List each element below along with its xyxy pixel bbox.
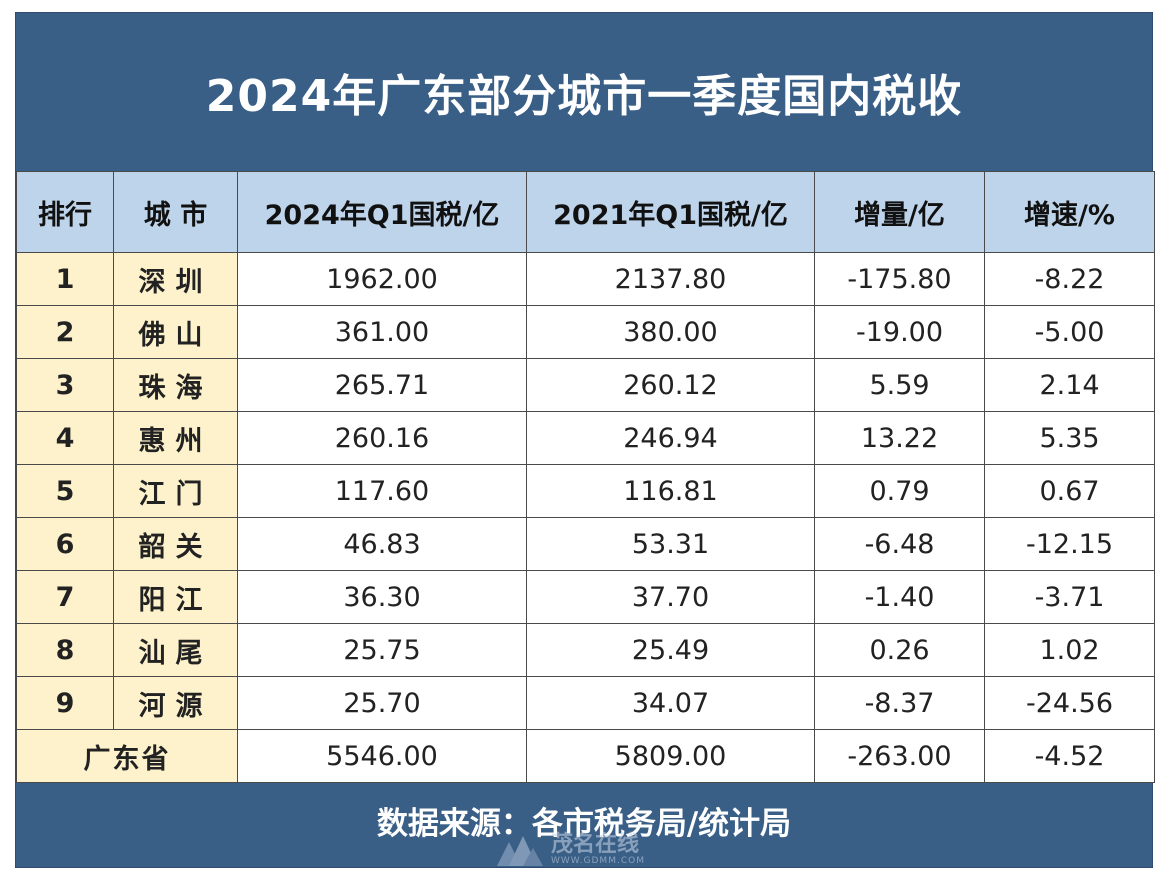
city-cell: 深圳 <box>113 252 238 306</box>
change-cell: 0.79 <box>814 464 985 518</box>
growth-cell: 2.14 <box>984 358 1155 412</box>
city-cell: 阳江 <box>113 570 238 624</box>
growth-cell: 0.67 <box>984 464 1155 518</box>
rank-cell: 9 <box>16 676 114 730</box>
q1-2021-cell: 2137.80 <box>526 252 815 306</box>
table-row: 5 江门 117.60 116.81 0.79 0.67 <box>16 464 1155 518</box>
rank-cell: 6 <box>16 517 114 571</box>
table-row: 8 汕尾 25.75 25.49 0.26 1.02 <box>16 623 1155 677</box>
growth-cell: -8.22 <box>984 252 1155 306</box>
total-growth: -4.52 <box>984 729 1155 783</box>
rank-cell: 3 <box>16 358 114 412</box>
table-row: 6 韶关 46.83 53.31 -6.48 -12.15 <box>16 517 1155 571</box>
growth-cell: -3.71 <box>984 570 1155 624</box>
q1-2021-cell: 25.49 <box>526 623 815 677</box>
table-row: 3 珠海 265.71 260.12 5.59 2.14 <box>16 358 1155 412</box>
table-row: 2 佛山 361.00 380.00 -19.00 -5.00 <box>16 305 1155 359</box>
page-title: 2024年广东部分城市一季度国内税收 <box>205 71 963 122</box>
table-card: 2024年广东部分城市一季度国内税收 排行 城 市 2024年Q1国税/亿 20… <box>15 12 1155 868</box>
city-cell: 汕尾 <box>113 623 238 677</box>
header-q1-2024: 2024年Q1国税/亿 <box>237 171 527 253</box>
source-note: 数据来源：各市税务局/统计局 <box>376 805 792 842</box>
total-row: 广东省 5546.00 5809.00 -263.00 -4.52 <box>16 729 1155 783</box>
rank-cell: 7 <box>16 570 114 624</box>
city-cell: 珠海 <box>113 358 238 412</box>
table-row: 1 深圳 1962.00 2137.80 -175.80 -8.22 <box>16 252 1155 306</box>
total-q1-2021: 5809.00 <box>526 729 815 783</box>
q1-2021-cell: 116.81 <box>526 464 815 518</box>
q1-2024-cell: 46.83 <box>237 517 527 571</box>
q1-2021-cell: 37.70 <box>526 570 815 624</box>
watermark-logo: 茂名在线 WWW.GDMM.COM <box>495 830 695 870</box>
tax-table: 排行 城 市 2024年Q1国税/亿 2021年Q1国税/亿 增量/亿 增速/%… <box>16 171 1155 783</box>
q1-2024-cell: 260.16 <box>237 411 527 465</box>
q1-2024-cell: 36.30 <box>237 570 527 624</box>
rank-cell: 1 <box>16 252 114 306</box>
change-cell: -1.40 <box>814 570 985 624</box>
q1-2024-cell: 25.70 <box>237 676 527 730</box>
change-cell: -6.48 <box>814 517 985 571</box>
total-change: -263.00 <box>814 729 985 783</box>
table-row: 9 河源 25.70 34.07 -8.37 -24.56 <box>16 676 1155 730</box>
q1-2021-cell: 53.31 <box>526 517 815 571</box>
growth-cell: -24.56 <box>984 676 1155 730</box>
city-cell: 惠州 <box>113 411 238 465</box>
growth-cell: -5.00 <box>984 305 1155 359</box>
header-row: 排行 城 市 2024年Q1国税/亿 2021年Q1国税/亿 增量/亿 增速/% <box>16 171 1155 253</box>
watermark-name: 茂名在线 <box>551 831 640 857</box>
header-q1-2021: 2021年Q1国税/亿 <box>526 171 815 253</box>
q1-2021-cell: 246.94 <box>526 411 815 465</box>
change-cell: 0.26 <box>814 623 985 677</box>
city-cell: 河源 <box>113 676 238 730</box>
city-cell: 佛山 <box>113 305 238 359</box>
change-cell: -19.00 <box>814 305 985 359</box>
growth-cell: 1.02 <box>984 623 1155 677</box>
total-label: 广东省 <box>16 729 238 783</box>
q1-2024-cell: 25.75 <box>237 623 527 677</box>
building-icon <box>497 836 543 866</box>
watermark-url: WWW.GDMM.COM <box>551 855 645 866</box>
q1-2021-cell: 380.00 <box>526 305 815 359</box>
rank-cell: 5 <box>16 464 114 518</box>
growth-cell: 5.35 <box>984 411 1155 465</box>
header-rank: 排行 <box>16 171 114 253</box>
city-cell: 韶关 <box>113 517 238 571</box>
header-change: 增量/亿 <box>814 171 985 253</box>
rank-cell: 4 <box>16 411 114 465</box>
q1-2024-cell: 265.71 <box>237 358 527 412</box>
change-cell: 13.22 <box>814 411 985 465</box>
q1-2024-cell: 1962.00 <box>237 252 527 306</box>
growth-cell: -12.15 <box>984 517 1155 571</box>
header-growth: 增速/% <box>984 171 1155 253</box>
table-row: 4 惠州 260.16 246.94 13.22 5.35 <box>16 411 1155 465</box>
rank-cell: 2 <box>16 305 114 359</box>
table-row: 7 阳江 36.30 37.70 -1.40 -3.71 <box>16 570 1155 624</box>
change-cell: 5.59 <box>814 358 985 412</box>
change-cell: -175.80 <box>814 252 985 306</box>
q1-2024-cell: 117.60 <box>237 464 527 518</box>
total-q1-2024: 5546.00 <box>237 729 527 783</box>
header-city: 城 市 <box>113 171 238 253</box>
change-cell: -8.37 <box>814 676 985 730</box>
city-cell: 江门 <box>113 464 238 518</box>
q1-2024-cell: 361.00 <box>237 305 527 359</box>
rank-cell: 8 <box>16 623 114 677</box>
q1-2021-cell: 260.12 <box>526 358 815 412</box>
q1-2021-cell: 34.07 <box>526 676 815 730</box>
